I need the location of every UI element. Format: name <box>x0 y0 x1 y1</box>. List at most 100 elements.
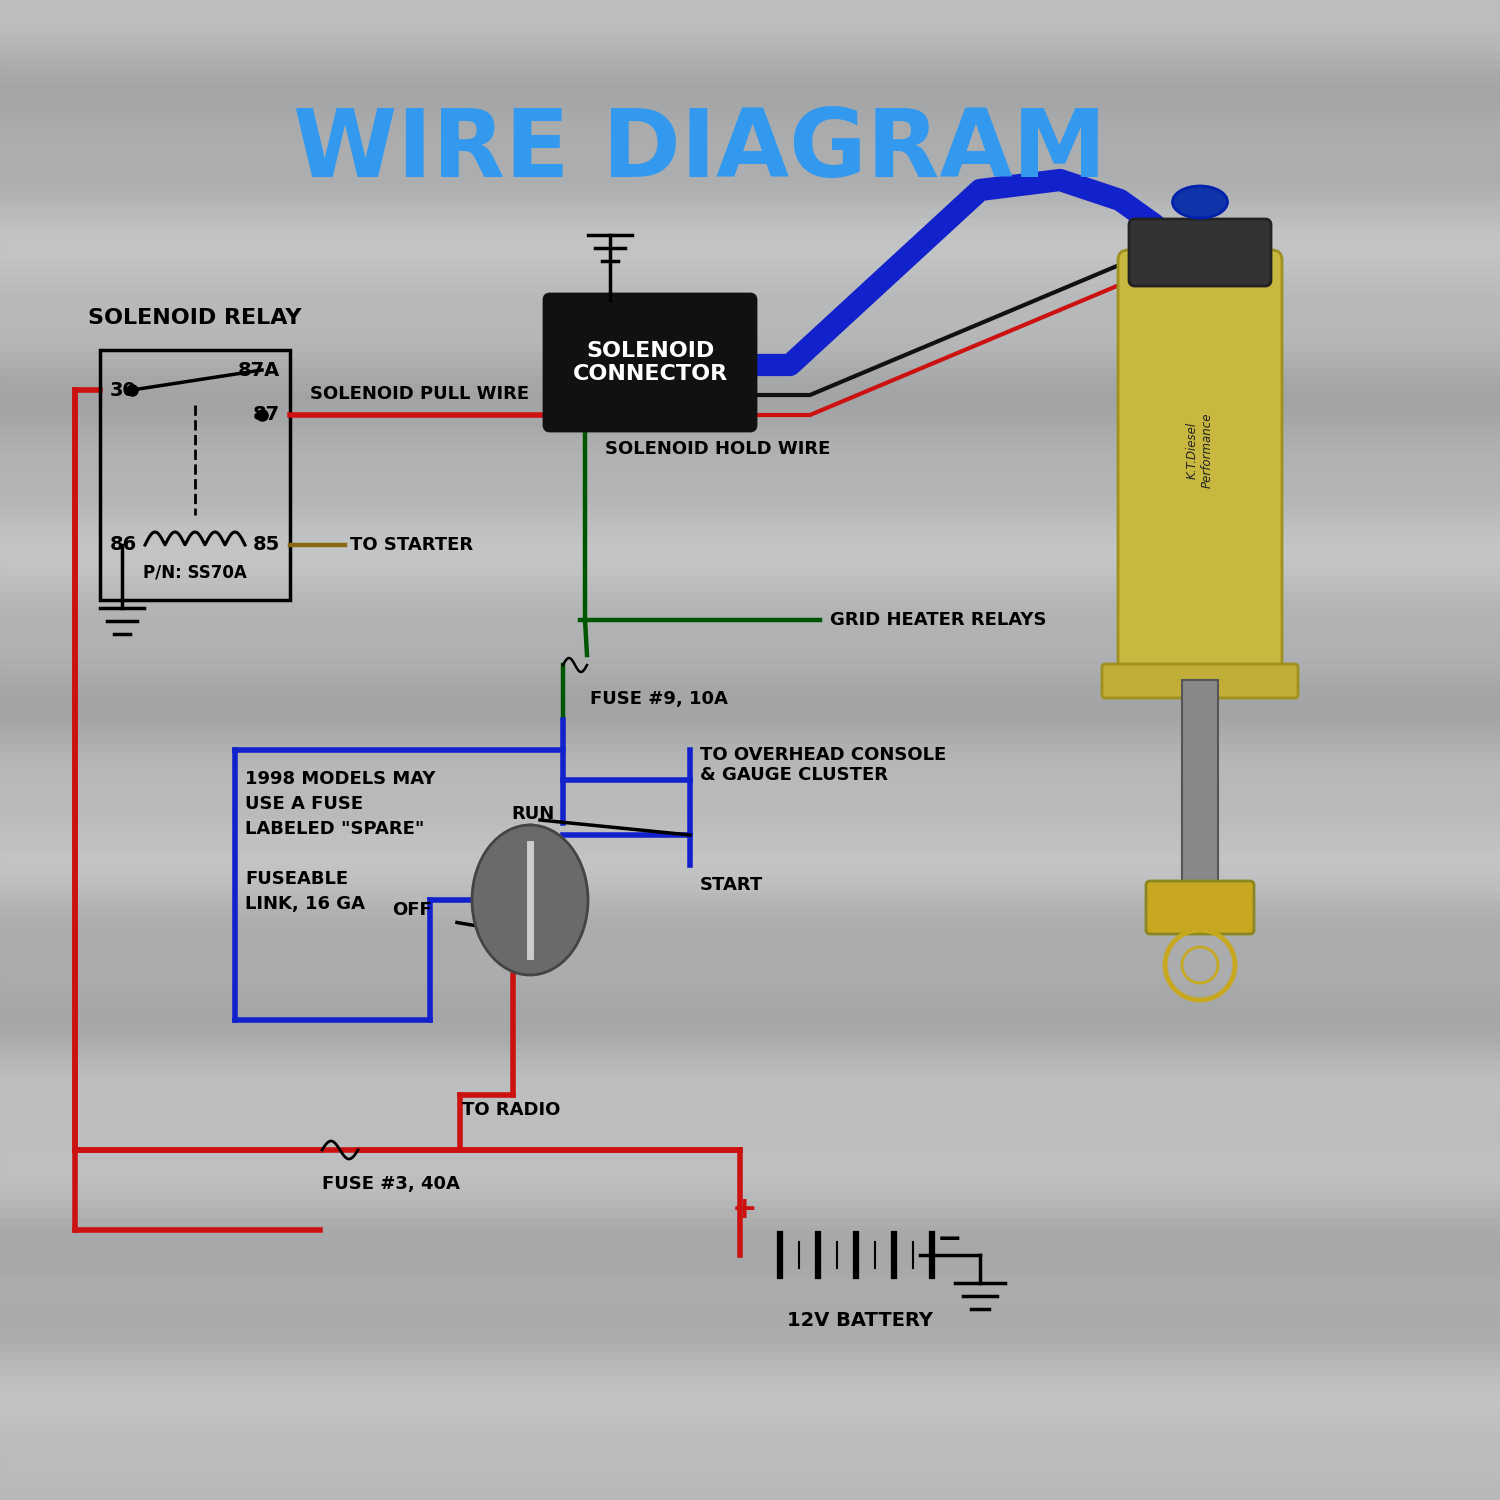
Bar <box>0 1059 1500 1066</box>
Bar <box>0 626 1500 633</box>
Bar <box>0 916 1500 926</box>
Bar <box>0 567 1500 574</box>
Bar <box>0 476 1500 483</box>
Bar <box>0 1383 1500 1392</box>
Bar <box>0 1134 1500 1142</box>
Text: TO STARTER: TO STARTER <box>350 536 472 554</box>
Bar <box>0 216 1500 225</box>
Bar <box>0 609 1500 616</box>
Bar <box>0 1324 1500 1334</box>
Bar <box>0 258 1500 267</box>
Bar <box>0 26 1500 33</box>
Bar <box>0 1008 1500 1017</box>
Bar <box>0 616 1500 626</box>
Bar <box>0 584 1500 591</box>
Bar <box>0 1216 1500 1225</box>
Text: SOLENOID
CONNECTOR: SOLENOID CONNECTOR <box>573 340 728 384</box>
Text: WIRE DIAGRAM: WIRE DIAGRAM <box>294 105 1107 196</box>
Bar <box>0 1284 1500 1292</box>
Bar <box>0 867 1500 874</box>
Bar <box>0 591 1500 600</box>
Bar <box>0 417 1500 424</box>
Bar <box>0 291 1500 300</box>
Bar <box>0 734 1500 741</box>
Text: K.T.Diesel
Performance: K.T.Diesel Performance <box>1186 413 1214 488</box>
Bar <box>0 574 1500 584</box>
Bar <box>0 933 1500 942</box>
Bar <box>0 9 1500 16</box>
Bar <box>0 1467 1500 1474</box>
Bar <box>0 650 1500 658</box>
Bar <box>0 724 1500 734</box>
Bar <box>0 75 1500 84</box>
Bar <box>0 333 1500 342</box>
Bar <box>0 192 1500 200</box>
Bar <box>0 150 1500 159</box>
Bar <box>0 800 1500 808</box>
Bar <box>0 808 1500 816</box>
Bar <box>0 400 1500 408</box>
Bar <box>0 1083 1500 1092</box>
Bar <box>0 1392 1500 1400</box>
Bar <box>0 874 1500 884</box>
Text: START: START <box>700 876 764 894</box>
Bar <box>0 1408 1500 1416</box>
Bar <box>0 1100 1500 1108</box>
Bar <box>0 942 1500 950</box>
Bar <box>0 433 1500 441</box>
Bar <box>0 408 1500 417</box>
Bar <box>0 33 1500 42</box>
Bar <box>100 350 290 600</box>
Bar <box>0 1250 1500 1258</box>
Bar <box>0 492 1500 500</box>
Bar <box>0 1041 1500 1050</box>
Text: 87: 87 <box>254 405 280 424</box>
Bar <box>0 66 1500 75</box>
Bar <box>0 1174 1500 1184</box>
Bar <box>0 466 1500 476</box>
Text: 30: 30 <box>110 381 136 399</box>
Text: GRID HEATER RELAYS: GRID HEATER RELAYS <box>830 610 1047 628</box>
Bar <box>0 633 1500 642</box>
Text: FUSE #3, 40A: FUSE #3, 40A <box>322 1174 460 1192</box>
Bar <box>0 958 1500 966</box>
Bar <box>0 1434 1500 1442</box>
Bar <box>0 50 1500 58</box>
Bar <box>0 300 1500 309</box>
Text: P/N: SS70A: P/N: SS70A <box>142 562 248 580</box>
Bar <box>0 134 1500 141</box>
Bar <box>0 234 1500 242</box>
Bar <box>0 1317 1500 1324</box>
Bar <box>0 1458 1500 1467</box>
Bar <box>0 684 1500 692</box>
Bar <box>0 692 1500 700</box>
Bar <box>0 100 1500 108</box>
Bar <box>0 1066 1500 1076</box>
Bar <box>0 141 1500 150</box>
Bar <box>0 225 1500 234</box>
Bar <box>0 776 1500 783</box>
Bar <box>0 1334 1500 1341</box>
Bar <box>0 1266 1500 1275</box>
Bar <box>0 842 1500 850</box>
Bar <box>0 483 1500 492</box>
Text: SOLENOID RELAY: SOLENOID RELAY <box>88 308 302 328</box>
Bar <box>1182 680 1218 890</box>
Bar <box>0 1017 1500 1025</box>
Bar <box>0 992 1500 1000</box>
Bar <box>0 424 1500 433</box>
Bar <box>0 450 1500 459</box>
Bar <box>0 766 1500 776</box>
Bar <box>0 500 1500 508</box>
Bar <box>0 1425 1500 1434</box>
Bar <box>0 909 1500 916</box>
Bar <box>0 1076 1500 1083</box>
Bar <box>0 792 1500 800</box>
Bar <box>0 1300 1500 1308</box>
Bar <box>0 176 1500 183</box>
Bar <box>0 1150 1500 1158</box>
Bar <box>0 975 1500 984</box>
Ellipse shape <box>472 825 588 975</box>
Bar <box>0 717 1500 724</box>
Text: TO RADIO: TO RADIO <box>462 1101 561 1119</box>
